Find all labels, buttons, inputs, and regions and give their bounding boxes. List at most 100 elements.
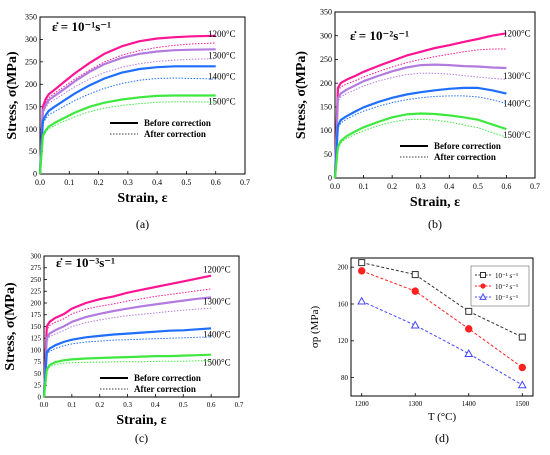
x-axis-label: Strain, ε bbox=[410, 195, 460, 210]
y-tick-label: 100 bbox=[320, 126, 332, 135]
legend-marker bbox=[480, 272, 486, 278]
x-tick-label: 0.4 bbox=[152, 178, 162, 187]
panel-caption: (d) bbox=[435, 431, 449, 445]
legend-label: After correction bbox=[134, 384, 196, 394]
x-tick-label: 1300 bbox=[408, 400, 423, 408]
series-line-1500-solid bbox=[333, 112, 507, 179]
series-line-1300-dotted bbox=[39, 58, 216, 175]
y-tick-label: 150 bbox=[31, 323, 42, 331]
data-point bbox=[411, 287, 419, 295]
y-tick-label: 300 bbox=[25, 35, 37, 44]
legend-marker bbox=[479, 292, 487, 300]
data-point bbox=[518, 363, 526, 372]
series-line-1500-dotted bbox=[43, 360, 212, 398]
data-point bbox=[410, 320, 420, 329]
series-line-1400-solid bbox=[333, 86, 507, 179]
y-tick-label: 200 bbox=[25, 80, 37, 89]
series-label: 1400°C bbox=[208, 71, 236, 81]
series-label: 1500°C bbox=[503, 130, 531, 140]
series-line-1300-dotted bbox=[334, 72, 507, 179]
x-axis-label: T (°C) bbox=[428, 411, 457, 423]
y-tick-label: 100 bbox=[25, 125, 37, 134]
series-line-1500-dotted bbox=[334, 118, 507, 179]
y-tick-label: 150 bbox=[320, 103, 332, 112]
series-line-1500-solid bbox=[38, 94, 216, 175]
series-line-1500-solid bbox=[42, 353, 212, 398]
series-label: 1500°C bbox=[208, 97, 236, 107]
x-tick-label: 0.3 bbox=[416, 182, 426, 191]
series-label: 1400°C bbox=[203, 329, 231, 339]
series-line-1400-solid bbox=[42, 327, 212, 398]
y-tick-label: 250 bbox=[25, 58, 37, 67]
y-tick-label: 350 bbox=[320, 8, 332, 17]
x-tick-label: 0.4 bbox=[444, 182, 454, 191]
panel-caption: (a) bbox=[136, 217, 149, 231]
y-tick-label: 50 bbox=[34, 370, 42, 378]
y-tick-label: 0 bbox=[33, 170, 37, 179]
y-tick-label: 100 bbox=[31, 346, 42, 354]
x-tick-label: 0.1 bbox=[359, 182, 369, 191]
y-axis-label: Stress, σ(MPa) bbox=[5, 51, 20, 140]
data-point bbox=[358, 267, 366, 275]
y-tick-label: 225 bbox=[31, 288, 42, 296]
series-label: 1300°C bbox=[203, 296, 231, 306]
data-point bbox=[357, 296, 367, 305]
chart-panel-1: 0.0 0.1 0.2 0.3 0.4 0.5 0.6 0.7 0 50 100 150 200 250 3… bbox=[5, 13, 250, 206]
legend-label: Before correction bbox=[434, 141, 501, 151]
y-tick-label: 50 bbox=[29, 147, 37, 156]
legend-label: 10⁻¹ s⁻¹ bbox=[495, 272, 518, 280]
plot-frame bbox=[350, 257, 534, 397]
strain-rate-annotation: ε̇ = 10⁻³s⁻¹ bbox=[56, 255, 115, 270]
data-point bbox=[464, 349, 474, 357]
series-line-1400-dotted bbox=[43, 336, 212, 398]
y-tick-label: 75 bbox=[34, 358, 42, 366]
series-line-1500-dotted bbox=[39, 101, 216, 175]
y-tick-label: 200 bbox=[338, 264, 349, 272]
series-line-1300-solid bbox=[38, 48, 216, 175]
y-tick-label: 25 bbox=[34, 382, 42, 390]
data-point bbox=[465, 325, 473, 333]
y-tick-label: 160 bbox=[338, 300, 349, 308]
x-tick-label: 0.2 bbox=[94, 178, 104, 187]
x-tick-label: 0.6 bbox=[207, 401, 216, 409]
strain-rate-annotation: ε̇ = 10⁻²s⁻¹ bbox=[350, 28, 409, 43]
series-line-1400-dotted bbox=[39, 77, 216, 175]
series-line-1200-solid bbox=[42, 274, 212, 398]
x-tick-label: 1200 bbox=[355, 400, 370, 408]
y-tick-label: 0 bbox=[38, 393, 42, 401]
data-point bbox=[358, 259, 366, 267]
series-label: 1500°C bbox=[203, 358, 231, 368]
x-tick-label: 0.5 bbox=[179, 401, 188, 409]
chart-panel-2: 0.0 0.1 0.2 0.3 0.4 0.5 0.6 0.7 0 50 100 150 200 250 3… bbox=[294, 8, 540, 210]
y-tick-label: 200 bbox=[31, 299, 42, 307]
y-tick-label: 250 bbox=[31, 276, 42, 284]
y-tick-label: 120 bbox=[338, 337, 349, 345]
x-axis-label: Strain, ε bbox=[117, 191, 167, 206]
y-axis-label: Stress, σ(MPa) bbox=[294, 51, 309, 140]
y-tick-label: 175 bbox=[31, 311, 42, 319]
x-tick-label: 0.5 bbox=[473, 182, 483, 191]
chart-panel-3: 0.0 0.1 0.2 0.3 0.4 0.5 0.6 0.7 0 25 50 75 100 125 150… bbox=[3, 252, 244, 428]
x-tick-label: 0.2 bbox=[387, 182, 397, 191]
legend-label: After correction bbox=[434, 152, 496, 162]
series-line bbox=[361, 300, 523, 386]
x-tick-label: 0.0 bbox=[330, 182, 340, 191]
x-tick-label: 0.1 bbox=[67, 401, 76, 409]
data-point bbox=[517, 380, 527, 389]
series-label: 1200°C bbox=[503, 28, 531, 38]
series-line-1200-solid bbox=[333, 32, 507, 179]
x-tick-label: 0.7 bbox=[235, 401, 244, 409]
data-point bbox=[518, 333, 526, 341]
series-line-1200-solid bbox=[38, 34, 216, 175]
y-tick-label: 275 bbox=[31, 264, 42, 272]
x-tick-label: 0.7 bbox=[240, 178, 250, 187]
x-tick-label: 0.5 bbox=[181, 178, 191, 187]
legend-marker bbox=[480, 283, 486, 289]
series-line-1200-dotted bbox=[43, 288, 212, 398]
series-line bbox=[361, 270, 523, 368]
y-axis-label: σp (MPa) bbox=[309, 306, 321, 349]
legend-label: Before correction bbox=[134, 373, 201, 383]
legend-label: 10⁻³ s⁻¹ bbox=[495, 294, 518, 302]
series-line-1300-solid bbox=[42, 296, 212, 398]
